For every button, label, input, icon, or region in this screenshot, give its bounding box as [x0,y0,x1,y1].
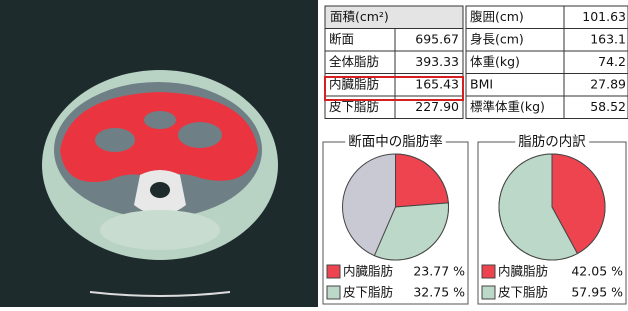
row-value: 695.67 [415,31,459,46]
row-label: 腹囲(cm) [470,9,524,24]
legend-value: 57.95 % [571,285,623,300]
row-label: 全体脂肪 [329,54,379,69]
row-value: 27.89 [590,76,626,91]
table-header-text: 面積(cm²) [330,9,389,24]
row-label: 体重(kg) [470,54,520,69]
ct-image [0,0,318,307]
chart-title: 脂肪の内訳 [518,134,586,150]
legend-label: 皮下脂肪 [498,285,548,300]
row-value: 165.43 [415,76,459,91]
screen: 面積(cm²) 断面 695.67 全体脂肪 393.33 内臓脂肪 165.43 皮下脂肪 2… [0,0,628,307]
chart-title: 断面中の脂肪率 [348,133,443,150]
legend-value: 32.75 % [413,285,465,300]
pie-slice [396,154,449,207]
legend-swatch [327,265,340,278]
legend-label: 皮下脂肪 [343,285,393,300]
legend-swatch [327,286,340,299]
legend-value: 42.05 % [571,264,623,279]
row-value: 101.63 [582,9,626,24]
row-value: 58.52 [590,99,626,114]
legend-swatch [482,265,495,278]
legend-label: 内臓脂肪 [343,264,393,279]
row-value: 393.33 [415,54,459,69]
row-value: 74.2 [598,54,626,69]
legend-label: 内臓脂肪 [498,264,548,279]
row-label: 身長(cm) [470,31,524,46]
row-label: 断面 [329,31,354,46]
row-value: 163.1 [590,31,626,46]
row-label: BMI [470,76,493,91]
row-label: 標準体重(kg) [470,99,545,114]
row-label: 内臓脂肪 [329,76,379,91]
legend-swatch [482,286,495,299]
legend-value: 23.77 % [413,264,465,279]
